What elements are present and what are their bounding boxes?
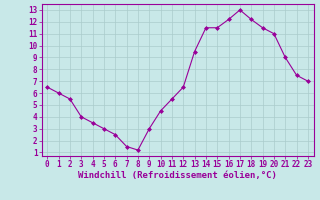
X-axis label: Windchill (Refroidissement éolien,°C): Windchill (Refroidissement éolien,°C): [78, 171, 277, 180]
